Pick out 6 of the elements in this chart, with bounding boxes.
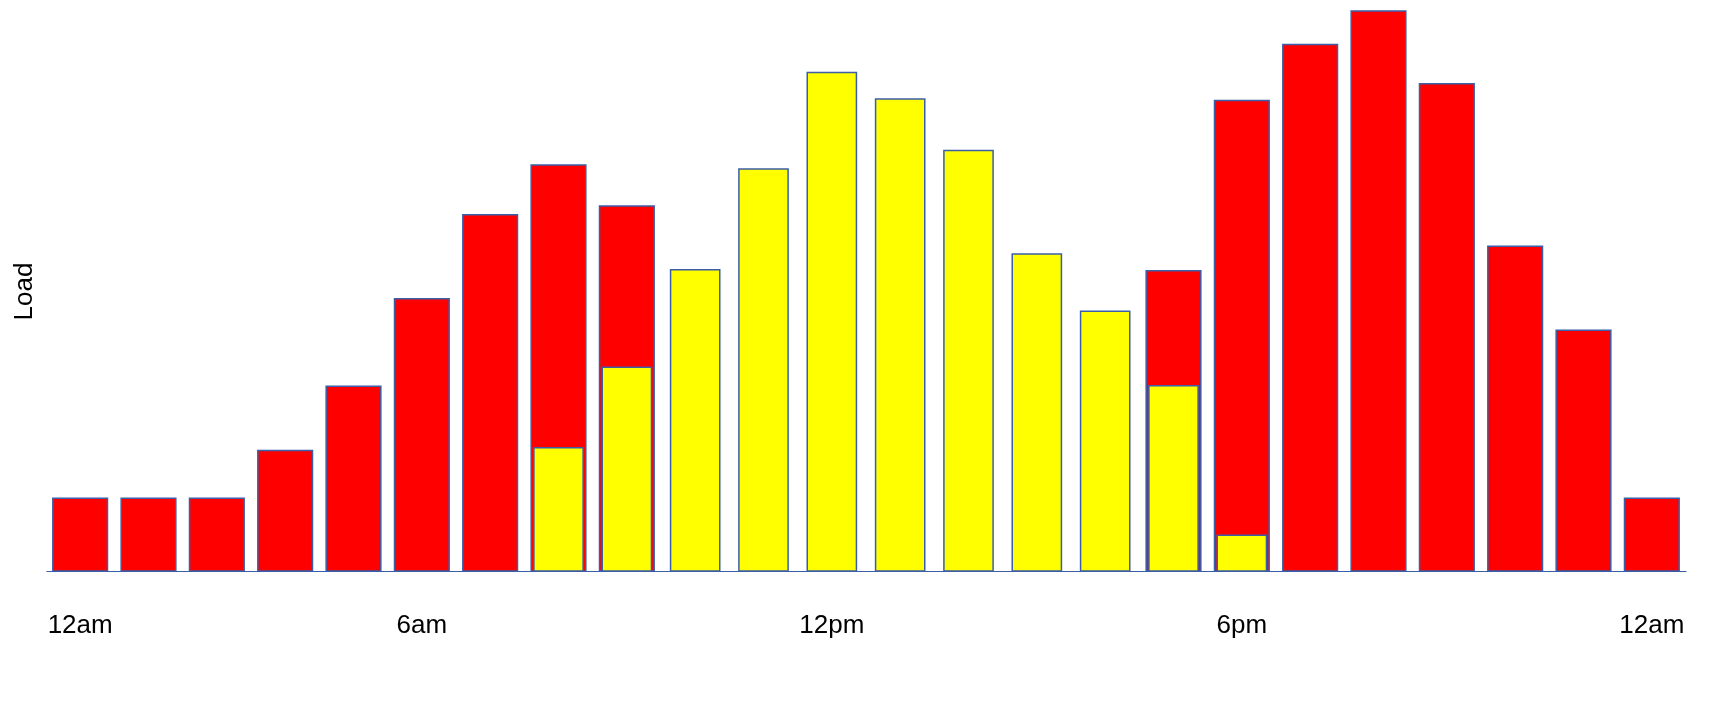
x-tick-label: 12pm: [799, 608, 865, 639]
y-axis-title: Load: [7, 262, 38, 321]
x-tick-label: 12am: [47, 608, 113, 639]
x-tick-label: 6am: [396, 608, 448, 639]
x-tick-label: 12am: [1619, 608, 1685, 639]
x-tick-label: 6pm: [1216, 608, 1268, 639]
